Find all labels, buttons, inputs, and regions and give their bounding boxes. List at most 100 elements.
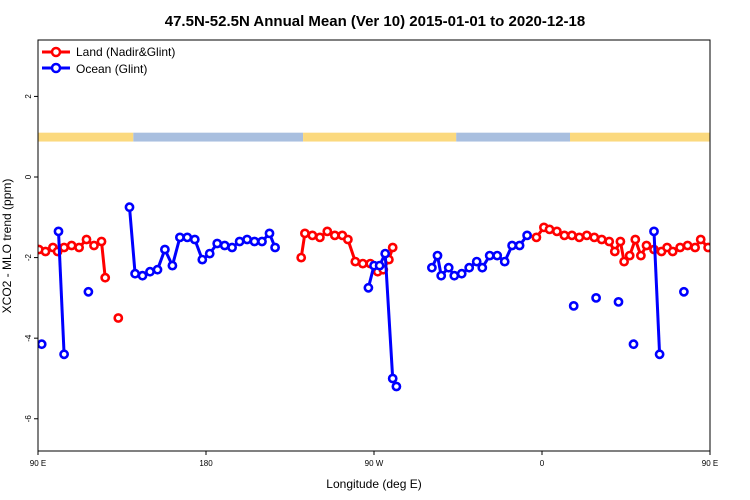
data-point bbox=[307, 230, 318, 241]
x-tick-label: 90 E bbox=[30, 459, 46, 468]
y-tick-label: -6 bbox=[24, 415, 33, 423]
series-line bbox=[652, 231, 662, 355]
legend-label-ocean: Ocean (Glint) bbox=[76, 62, 147, 76]
data-point bbox=[299, 228, 310, 239]
data-point bbox=[249, 236, 260, 247]
data-point bbox=[66, 240, 77, 251]
data-point bbox=[137, 270, 148, 281]
data-point bbox=[690, 242, 700, 253]
x-tick-label: 90 E bbox=[702, 459, 718, 468]
data-point bbox=[514, 240, 525, 251]
data-point bbox=[59, 349, 69, 360]
data-point bbox=[734, 272, 741, 279]
data-point bbox=[167, 260, 178, 271]
data-point bbox=[257, 236, 267, 247]
data-point bbox=[242, 234, 252, 245]
x-tick-label: 0 bbox=[540, 459, 545, 468]
data-point bbox=[234, 236, 245, 247]
data-point bbox=[189, 234, 200, 245]
data-point bbox=[742, 268, 749, 275]
data-point bbox=[436, 270, 447, 281]
data-point bbox=[100, 272, 111, 283]
plot-content bbox=[38, 132, 750, 392]
data-point bbox=[531, 232, 542, 243]
data-point bbox=[219, 240, 230, 251]
data-point bbox=[204, 248, 215, 259]
legend-marker-land bbox=[50, 46, 62, 58]
data-point bbox=[270, 242, 280, 253]
data-point bbox=[152, 264, 163, 275]
data-point bbox=[484, 250, 495, 261]
data-point bbox=[227, 242, 237, 253]
data-point bbox=[628, 339, 639, 350]
land-ocean-strip bbox=[38, 132, 710, 142]
y-tick-label: 0 bbox=[24, 174, 33, 179]
legend-marker-ocean bbox=[50, 62, 62, 74]
series-line bbox=[57, 231, 66, 355]
data-point bbox=[682, 240, 693, 251]
data-point bbox=[212, 238, 223, 249]
data-point bbox=[357, 258, 368, 269]
data-point bbox=[264, 228, 275, 239]
y-tick-label: -2 bbox=[24, 253, 33, 261]
data-point bbox=[197, 254, 208, 265]
data-point bbox=[342, 234, 353, 245]
data-point bbox=[695, 234, 706, 245]
data-point bbox=[712, 238, 719, 245]
data-point bbox=[380, 248, 391, 259]
data-point bbox=[604, 236, 615, 247]
data-point bbox=[296, 252, 307, 263]
data-point bbox=[636, 250, 646, 261]
series-line bbox=[725, 207, 750, 276]
data-point bbox=[716, 274, 723, 281]
data-point bbox=[581, 230, 592, 241]
data-point bbox=[731, 314, 738, 321]
data-point bbox=[630, 234, 641, 245]
series-ocean bbox=[38, 202, 750, 392]
x-axis-label: Longitude (deg E) bbox=[326, 477, 421, 491]
data-point bbox=[574, 232, 585, 243]
data-point bbox=[613, 296, 624, 307]
data-point bbox=[443, 262, 454, 273]
data-point bbox=[544, 224, 555, 235]
data-point bbox=[40, 246, 51, 257]
data-point bbox=[59, 242, 69, 253]
data-point bbox=[654, 349, 665, 360]
data-point bbox=[679, 286, 689, 297]
data-point bbox=[522, 230, 532, 241]
data-point bbox=[350, 256, 361, 267]
data-point bbox=[145, 266, 155, 277]
data-point bbox=[426, 262, 437, 273]
x-tick-label: 180 bbox=[199, 459, 213, 468]
data-point bbox=[83, 286, 94, 297]
y-axis-label: XCO2 - MLO trend (ppm) bbox=[0, 179, 14, 314]
data-point bbox=[619, 256, 629, 267]
x-tick-label: 90 W bbox=[365, 459, 384, 468]
data-point bbox=[96, 236, 107, 247]
data-point bbox=[81, 234, 92, 245]
data-point bbox=[727, 270, 734, 277]
data-point bbox=[641, 240, 652, 251]
data-point bbox=[391, 381, 402, 392]
data-point bbox=[464, 262, 475, 273]
y-tick-label: 2 bbox=[24, 94, 33, 99]
data-point bbox=[432, 250, 443, 261]
data-point bbox=[159, 244, 170, 255]
data-point bbox=[499, 256, 510, 267]
land-segment bbox=[38, 132, 134, 142]
data-point bbox=[53, 226, 64, 237]
legend: Land (Nadir&Glint) Ocean (Glint) bbox=[42, 45, 175, 76]
data-point bbox=[721, 204, 728, 211]
data-point bbox=[559, 230, 570, 241]
y-tick-label: -4 bbox=[24, 334, 33, 342]
data-point bbox=[89, 240, 99, 251]
data-point bbox=[624, 250, 635, 261]
data-point bbox=[124, 202, 135, 213]
data-point bbox=[471, 256, 482, 267]
data-point bbox=[113, 313, 124, 323]
data-point bbox=[477, 262, 488, 273]
ocean-segment bbox=[133, 132, 304, 142]
data-point bbox=[374, 260, 385, 271]
data-point bbox=[649, 226, 659, 237]
